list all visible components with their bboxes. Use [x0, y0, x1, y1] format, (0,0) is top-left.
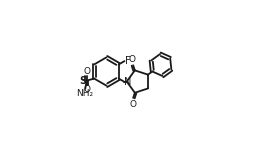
- Text: O: O: [130, 100, 137, 109]
- Text: N: N: [124, 77, 132, 87]
- Text: NH₂: NH₂: [76, 89, 93, 98]
- Text: O: O: [83, 85, 90, 94]
- Text: O: O: [129, 55, 136, 63]
- Text: O: O: [83, 67, 90, 76]
- Text: F: F: [125, 55, 131, 65]
- Text: S: S: [80, 76, 87, 86]
